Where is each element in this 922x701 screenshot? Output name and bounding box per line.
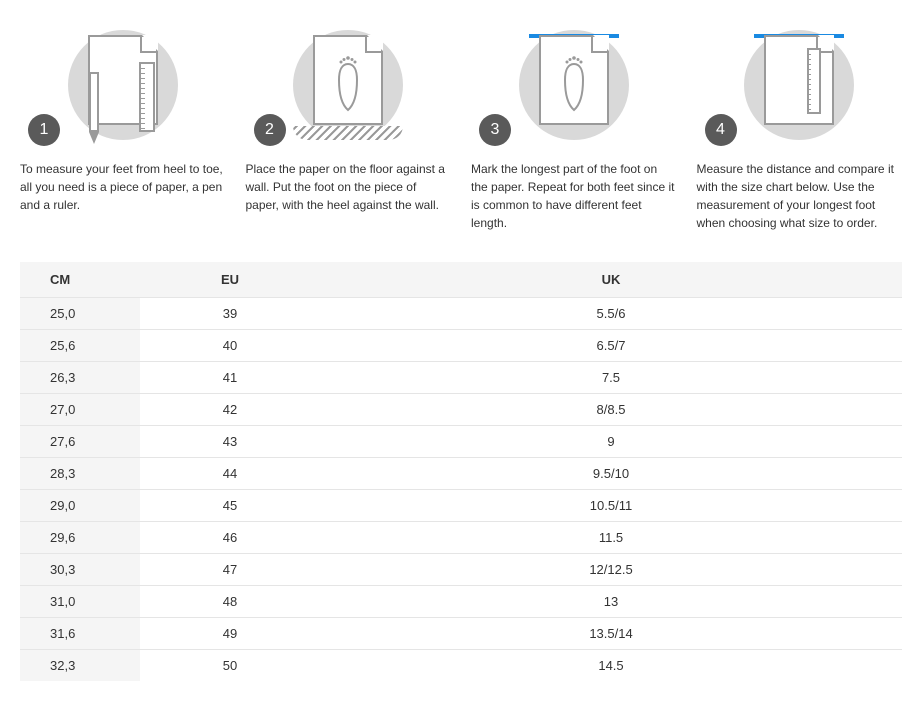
table-row: 32,35014.5 <box>20 650 902 682</box>
foot-icon <box>330 54 366 114</box>
step-2-text: Place the paper on the floor against a w… <box>246 160 452 214</box>
table-row: 28,3449.5/10 <box>20 458 902 490</box>
table-cell: 39 <box>140 298 320 330</box>
table-row: 25,0395.5/6 <box>20 298 902 330</box>
table-cell: 41 <box>140 362 320 394</box>
table-cell: 30,3 <box>20 554 140 586</box>
step-badge-2: 2 <box>254 114 286 146</box>
col-header-eu: EU <box>140 262 320 298</box>
step-3: 3 Mark the longest part of the foot on t… <box>471 20 677 232</box>
table-cell: 31,0 <box>20 586 140 618</box>
step-4-illustration: 4 <box>697 20 903 150</box>
step-2: 2 Place the paper on the floor against a… <box>246 20 452 232</box>
table-cell: 32,3 <box>20 650 140 682</box>
table-cell: 43 <box>140 426 320 458</box>
step-3-illustration: 3 <box>471 20 677 150</box>
table-cell: 50 <box>140 650 320 682</box>
table-cell: 9.5/10 <box>320 458 902 490</box>
table-cell: 27,0 <box>20 394 140 426</box>
table-row: 27,6439 <box>20 426 902 458</box>
col-header-uk: UK <box>320 262 902 298</box>
table-cell: 45 <box>140 490 320 522</box>
table-cell: 25,6 <box>20 330 140 362</box>
table-cell: 12/12.5 <box>320 554 902 586</box>
table-cell: 49 <box>140 618 320 650</box>
ruler-icon <box>139 62 155 132</box>
table-cell: 42 <box>140 394 320 426</box>
floor-hatch-icon <box>293 126 403 140</box>
table-cell: 6.5/7 <box>320 330 902 362</box>
table-header-row: CM EU UK <box>20 262 902 298</box>
table-row: 29,04510.5/11 <box>20 490 902 522</box>
table-cell: 13 <box>320 586 902 618</box>
table-row: 27,0428/8.5 <box>20 394 902 426</box>
foot-icon <box>556 54 592 114</box>
table-cell: 48 <box>140 586 320 618</box>
table-cell: 46 <box>140 522 320 554</box>
ruler-icon <box>807 48 821 114</box>
table-cell: 10.5/11 <box>320 490 902 522</box>
size-chart-table: CM EU UK 25,0395.5/625,6406.5/726,3417.5… <box>20 262 902 681</box>
pencil-icon <box>89 72 99 132</box>
table-cell: 28,3 <box>20 458 140 490</box>
table-cell: 29,6 <box>20 522 140 554</box>
table-cell: 7.5 <box>320 362 902 394</box>
step-3-text: Mark the longest part of the foot on the… <box>471 160 677 232</box>
step-4: 4 Measure the distance and compare it wi… <box>697 20 903 232</box>
table-cell: 11.5 <box>320 522 902 554</box>
table-cell: 13.5/14 <box>320 618 902 650</box>
table-row: 29,64611.5 <box>20 522 902 554</box>
step-2-illustration: 2 <box>246 20 452 150</box>
measurement-steps: 1 To measure your feet from heel to toe,… <box>20 20 902 232</box>
table-cell: 8/8.5 <box>320 394 902 426</box>
table-cell: 25,0 <box>20 298 140 330</box>
table-row: 31,64913.5/14 <box>20 618 902 650</box>
step-4-text: Measure the distance and compare it with… <box>697 160 903 232</box>
table-cell: 9 <box>320 426 902 458</box>
step-badge-1: 1 <box>28 114 60 146</box>
table-cell: 26,3 <box>20 362 140 394</box>
table-cell: 29,0 <box>20 490 140 522</box>
table-cell: 44 <box>140 458 320 490</box>
step-badge-3: 3 <box>479 114 511 146</box>
table-cell: 47 <box>140 554 320 586</box>
step-1-illustration: 1 <box>20 20 226 150</box>
table-cell: 31,6 <box>20 618 140 650</box>
table-row: 30,34712/12.5 <box>20 554 902 586</box>
step-1-text: To measure your feet from heel to toe, a… <box>20 160 226 214</box>
table-row: 26,3417.5 <box>20 362 902 394</box>
table-cell: 14.5 <box>320 650 902 682</box>
table-cell: 27,6 <box>20 426 140 458</box>
step-1: 1 To measure your feet from heel to toe,… <box>20 20 226 232</box>
table-row: 31,04813 <box>20 586 902 618</box>
table-cell: 5.5/6 <box>320 298 902 330</box>
col-header-cm: CM <box>20 262 140 298</box>
table-row: 25,6406.5/7 <box>20 330 902 362</box>
table-cell: 40 <box>140 330 320 362</box>
step-badge-4: 4 <box>705 114 737 146</box>
size-chart-body: 25,0395.5/625,6406.5/726,3417.527,0428/8… <box>20 298 902 682</box>
